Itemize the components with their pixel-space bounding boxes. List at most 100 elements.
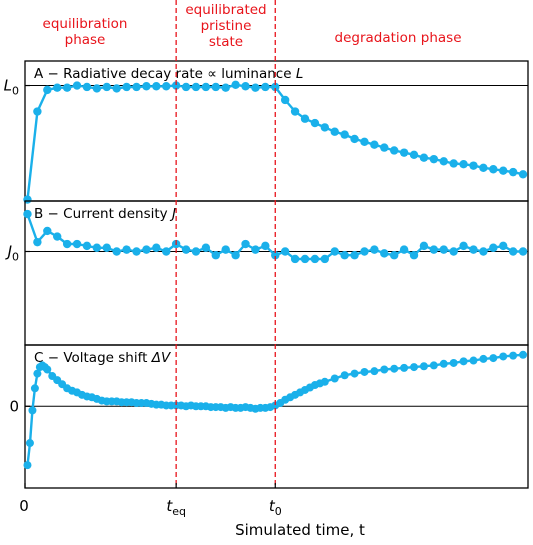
data-point-B-32 xyxy=(340,251,349,260)
data-point-C-64 xyxy=(320,377,329,386)
data-point-A-32 xyxy=(340,130,349,139)
data-point-A-17 xyxy=(191,82,201,92)
panel-frame-C xyxy=(24,344,529,489)
data-point-A-15 xyxy=(171,81,181,90)
data-point-C-2 xyxy=(28,406,37,415)
data-point-B-14 xyxy=(162,247,171,256)
data-point-A-19 xyxy=(211,82,220,92)
data-point-C-69 xyxy=(370,367,379,376)
data-point-C-0 xyxy=(23,461,32,470)
data-point-B-9 xyxy=(112,247,121,256)
data-point-A-50 xyxy=(518,170,528,179)
xtick-label-t0: t0 xyxy=(269,497,282,518)
data-point-B-17 xyxy=(191,247,201,256)
data-point-A-26 xyxy=(280,95,290,105)
data-point-A-41 xyxy=(429,154,439,164)
data-point-A-33 xyxy=(350,134,359,144)
data-point-B-34 xyxy=(360,247,369,256)
series-line-A xyxy=(26,83,524,200)
data-point-A-47 xyxy=(489,165,498,174)
data-point-A-48 xyxy=(499,166,508,175)
x-axis-label: Simulated time, t xyxy=(235,521,365,539)
data-point-A-11 xyxy=(132,82,141,92)
phase-label-degradation-line-0: degradation phase xyxy=(335,30,462,46)
data-point-C-71 xyxy=(390,364,399,373)
panel-title-C: C − Voltage shift ΔV xyxy=(34,350,172,366)
panels: L0 A − Radiative decay rate ∝ luminance L… xyxy=(4,60,529,489)
data-point-B-5 xyxy=(72,239,82,249)
data-point-A-25 xyxy=(271,82,280,92)
data-point-B-40 xyxy=(419,241,429,251)
data-point-B-12 xyxy=(142,245,151,254)
data-point-A-18 xyxy=(201,82,211,92)
data-point-A-14 xyxy=(162,82,171,91)
data-point-A-45 xyxy=(469,161,478,170)
data-point-B-46 xyxy=(479,247,488,256)
xtick-label-origin: 0 xyxy=(19,497,29,515)
data-point-B-35 xyxy=(370,245,379,254)
data-point-B-39 xyxy=(409,251,419,260)
data-point-B-20 xyxy=(221,245,230,254)
data-point-A-21 xyxy=(231,80,240,90)
data-point-B-38 xyxy=(399,245,409,254)
data-point-B-49 xyxy=(508,247,518,256)
ytick-label-C: 0 xyxy=(9,397,19,415)
data-point-C-76 xyxy=(439,359,448,368)
ytick-label-A: L0 xyxy=(4,77,19,98)
data-point-C-67 xyxy=(350,369,359,378)
data-point-B-24 xyxy=(261,241,270,251)
data-point-B-1 xyxy=(33,237,42,247)
data-point-A-3 xyxy=(53,83,62,92)
panel-frame-A xyxy=(24,60,529,202)
data-point-A-1 xyxy=(33,107,42,116)
data-point-C-80 xyxy=(479,354,488,363)
data-point-A-8 xyxy=(102,82,111,92)
data-point-B-36 xyxy=(380,249,389,258)
data-point-A-24 xyxy=(261,82,270,92)
data-point-B-45 xyxy=(469,245,478,254)
data-point-B-41 xyxy=(429,245,439,254)
data-point-B-44 xyxy=(459,241,468,251)
data-point-B-23 xyxy=(251,245,260,254)
data-point-A-23 xyxy=(251,83,260,92)
data-point-C-78 xyxy=(459,357,468,366)
panel-C: 0 C − Voltage shift ΔV xyxy=(9,344,529,489)
panel-B: J0 B − Current density J xyxy=(5,200,529,346)
x-axis: 0 teq t0 Simulated time, t xyxy=(19,483,365,539)
phase-label-pristine-line-2: state xyxy=(209,34,243,50)
ytick-label-B: J0 xyxy=(5,242,19,263)
panel-A: L0 A − Radiative decay rate ∝ luminance L xyxy=(4,60,529,204)
phase-label-equilibration-line-0: equilibration xyxy=(43,16,128,32)
phase-markers xyxy=(175,0,276,488)
phase-label-pristine-line-0: equilibrated xyxy=(185,2,266,18)
data-point-B-25 xyxy=(271,251,280,260)
phase-label-pristine-line-1: pristine xyxy=(201,18,252,34)
data-point-A-4 xyxy=(62,83,72,92)
xtick-label-t_eq: teq xyxy=(166,497,186,518)
data-point-A-7 xyxy=(92,84,102,93)
data-point-B-22 xyxy=(241,239,250,249)
data-point-B-43 xyxy=(449,247,458,256)
data-point-A-34 xyxy=(360,137,369,147)
data-point-B-19 xyxy=(211,251,220,260)
data-point-B-26 xyxy=(280,247,290,256)
data-point-B-6 xyxy=(82,241,92,251)
data-point-B-7 xyxy=(92,243,102,252)
data-point-A-49 xyxy=(508,167,518,177)
data-point-A-9 xyxy=(112,84,121,93)
data-point-C-1 xyxy=(25,439,34,448)
data-point-B-8 xyxy=(102,243,111,252)
data-point-C-75 xyxy=(429,361,438,370)
data-point-B-21 xyxy=(231,251,240,260)
data-point-A-16 xyxy=(181,82,191,92)
data-point-C-81 xyxy=(489,354,498,363)
data-point-B-48 xyxy=(499,241,508,251)
data-point-A-43 xyxy=(449,159,458,168)
data-point-B-37 xyxy=(389,251,399,260)
data-point-C-84 xyxy=(519,350,528,359)
data-point-B-16 xyxy=(181,245,191,254)
data-point-A-10 xyxy=(122,82,131,92)
data-point-B-47 xyxy=(489,243,498,252)
data-point-C-70 xyxy=(380,365,389,374)
